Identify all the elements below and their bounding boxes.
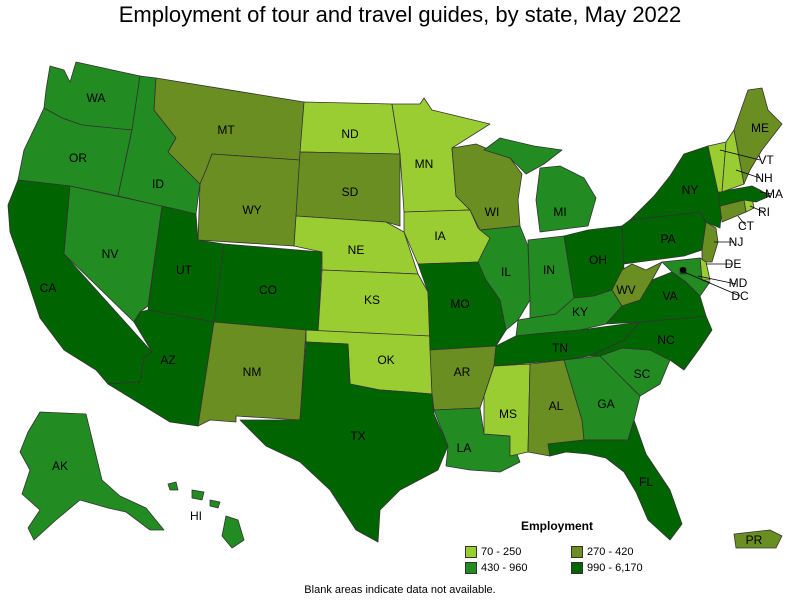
state-label-vt: VT bbox=[758, 153, 774, 167]
legend-label-2: 270 - 420 bbox=[587, 546, 634, 558]
state-label-sc: SC bbox=[634, 367, 651, 381]
state-label-ny: NY bbox=[682, 183, 699, 197]
state-label-hi: HI bbox=[190, 509, 202, 523]
state-il[interactable] bbox=[477, 225, 531, 331]
state-label-la: LA bbox=[457, 441, 472, 455]
state-nc[interactable] bbox=[589, 315, 713, 371]
state-la[interactable] bbox=[433, 407, 521, 473]
state-label-de: DE bbox=[725, 257, 742, 271]
state-label-wa: WA bbox=[87, 91, 106, 105]
state-label-ma: MA bbox=[765, 187, 783, 201]
legend-item-2: 270 - 420 bbox=[571, 546, 633, 558]
state-label-wy: WY bbox=[242, 203, 261, 217]
state-label-az: AZ bbox=[160, 353, 175, 367]
state-label-ks: KS bbox=[364, 293, 380, 307]
legend-title: Employment bbox=[521, 519, 594, 533]
legend-swatch-2 bbox=[571, 546, 583, 558]
state-labels: WA OR CA NV ID MT WY UT AZ CO NM ND SD NE KS OK TX MN IA MO… bbox=[40, 91, 783, 547]
state-label-va: VA bbox=[662, 289, 677, 303]
state-label-ut: UT bbox=[176, 263, 193, 277]
legend-swatch-3 bbox=[465, 562, 477, 574]
state-label-ia: IA bbox=[434, 229, 445, 243]
state-me[interactable] bbox=[733, 87, 783, 185]
state-label-ky: KY bbox=[572, 305, 588, 319]
legend-label-4: 990 - 6,170 bbox=[587, 562, 643, 574]
state-label-nm: NM bbox=[243, 365, 262, 379]
legend-item-3: 430 - 960 bbox=[465, 562, 527, 574]
state-label-mi: MI bbox=[553, 205, 566, 219]
state-label-ms: MS bbox=[499, 407, 517, 421]
state-nm[interactable] bbox=[197, 321, 307, 427]
legend-swatch-4 bbox=[571, 562, 583, 574]
legend-label-1: 70 - 250 bbox=[481, 546, 522, 558]
state-ma[interactable] bbox=[717, 185, 771, 207]
state-label-ne: NE bbox=[348, 243, 365, 257]
state-label-wi: WI bbox=[485, 205, 500, 219]
legend-swatch-1 bbox=[465, 546, 477, 558]
state-wy[interactable] bbox=[197, 153, 301, 247]
state-label-id: ID bbox=[152, 177, 164, 191]
dc-marker bbox=[680, 267, 686, 273]
state-ak[interactable] bbox=[19, 411, 165, 541]
state-md[interactable] bbox=[661, 257, 711, 297]
state-label-al: AL bbox=[549, 399, 564, 413]
state-label-pr: PR bbox=[746, 533, 763, 547]
state-label-ct: CT bbox=[738, 219, 755, 233]
state-label-mo: MO bbox=[450, 297, 469, 311]
state-label-tx: TX bbox=[350, 429, 365, 443]
state-label-nd: ND bbox=[341, 127, 359, 141]
state-label-nh: NH bbox=[755, 171, 772, 185]
state-label-oh: OH bbox=[589, 253, 607, 267]
state-sd[interactable] bbox=[295, 151, 401, 227]
state-label-wv: WV bbox=[616, 283, 635, 297]
state-nj[interactable] bbox=[701, 221, 719, 263]
map-title: Employment of tour and travel guides, by… bbox=[118, 2, 682, 27]
state-label-nv: NV bbox=[102, 247, 119, 261]
state-hi[interactable] bbox=[167, 481, 245, 549]
state-label-co: CO bbox=[259, 283, 277, 297]
state-ca[interactable] bbox=[7, 179, 153, 385]
state-tx[interactable] bbox=[239, 341, 449, 543]
state-label-dc: DC bbox=[731, 289, 749, 303]
state-label-ca: CA bbox=[40, 281, 57, 295]
state-label-mn: MN bbox=[415, 157, 434, 171]
legend-item-1: 70 - 250 bbox=[465, 546, 521, 558]
state-label-or: OR bbox=[69, 151, 87, 165]
leader-lines bbox=[683, 149, 773, 297]
state-label-in: IN bbox=[543, 263, 555, 277]
state-label-il: IL bbox=[501, 265, 511, 279]
state-pr[interactable] bbox=[733, 529, 783, 549]
state-label-pa: PA bbox=[660, 232, 675, 246]
state-label-mt: MT bbox=[217, 123, 235, 137]
state-label-ar: AR bbox=[454, 365, 471, 379]
state-label-ri: RI bbox=[758, 205, 770, 219]
state-label-ok: OK bbox=[377, 353, 394, 367]
legend-label-3: 430 - 960 bbox=[481, 562, 528, 574]
state-label-nj: NJ bbox=[729, 235, 744, 249]
state-label-tn: TN bbox=[552, 341, 568, 355]
footnote: Blank areas indicate data not available. bbox=[304, 584, 496, 596]
legend-item-4: 990 - 6,170 bbox=[571, 562, 643, 574]
state-fl[interactable] bbox=[547, 419, 683, 541]
state-mi[interactable] bbox=[483, 137, 597, 233]
state-label-me: ME bbox=[751, 121, 769, 135]
state-wv[interactable] bbox=[611, 261, 663, 307]
state-label-ak: AK bbox=[52, 459, 68, 473]
state-label-fl: FL bbox=[639, 475, 653, 489]
state-label-nc: NC bbox=[657, 333, 675, 347]
state-label-md: MD bbox=[729, 276, 748, 290]
state-label-ga: GA bbox=[597, 397, 614, 411]
state-label-sd: SD bbox=[342, 185, 359, 199]
